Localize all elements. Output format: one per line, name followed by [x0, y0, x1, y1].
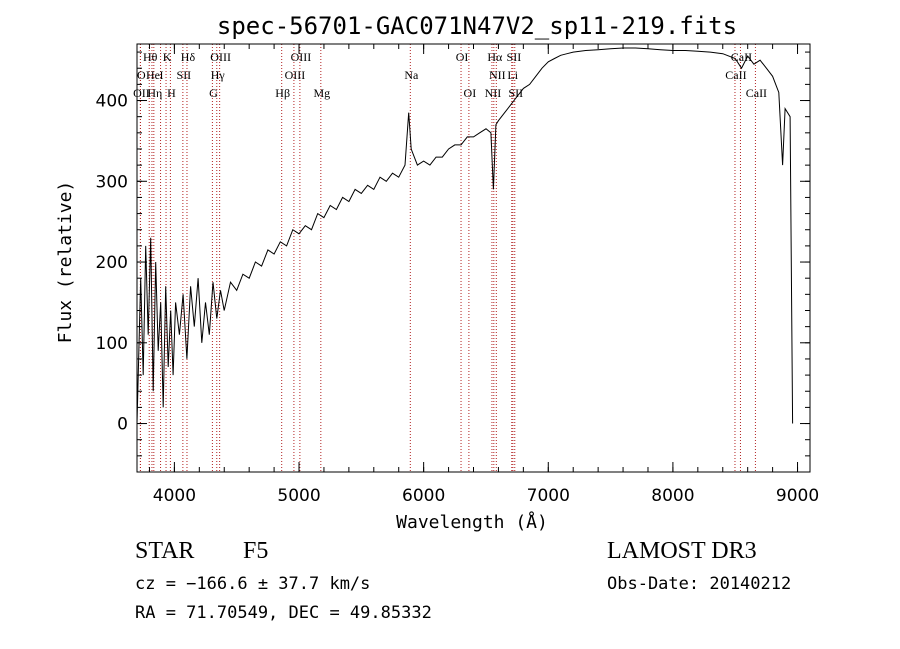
survey-name: LAMOST DR3: [607, 538, 757, 564]
line-label: O: [137, 68, 146, 82]
plot-frame: [136, 43, 811, 473]
line-label: Hη: [147, 86, 162, 100]
line-label: SII: [507, 50, 522, 64]
line-label: NII: [485, 86, 502, 100]
line-label: G: [209, 86, 218, 100]
line-label: NII: [489, 68, 506, 82]
line-label: I: [160, 68, 164, 82]
x-tick-label: 4000: [153, 486, 196, 506]
y-axis-label: Flux (relative): [55, 181, 76, 344]
line-label: CaII: [746, 86, 767, 100]
line-label: Hδ: [181, 50, 196, 64]
line-label: CaII: [725, 68, 746, 82]
line-label: He: [146, 68, 160, 82]
chart-title: spec-56701-GAC071N47V2_sp11-219.fits: [217, 12, 737, 40]
line-label: Na: [404, 68, 419, 82]
line-label: OIII: [210, 50, 231, 64]
line-label: Hβ: [275, 86, 290, 100]
line-label: Mg: [313, 86, 330, 100]
line-label: SII: [508, 86, 523, 100]
line-label: OIII: [291, 50, 312, 64]
y-tick-label: 400: [96, 92, 128, 112]
x-tick-label: 7000: [527, 486, 570, 506]
x-axis: 4000 5000 6000 7000 8000 9000: [148, 44, 819, 506]
y-tick-label: 100: [96, 334, 128, 354]
y-tick-label: 0: [117, 415, 128, 435]
sky-coordinates: RA = 71.70549, DEC = 49.85332: [135, 603, 432, 623]
y-tick-label: 200: [96, 253, 128, 273]
y-axis: 0 100 200 300 400: [96, 51, 810, 457]
object-class: STAR: [135, 538, 195, 564]
observation-date: Obs-Date: 20140212: [607, 574, 792, 594]
x-axis-label: Wavelength (Å): [396, 511, 548, 533]
redshift-velocity: cz = −166.6 ± 37.7 km/s: [135, 574, 371, 594]
line-label: Hα: [487, 50, 503, 64]
line-label: Hγ: [211, 68, 226, 82]
x-tick-label: 9000: [776, 486, 819, 506]
line-label: H: [167, 86, 176, 100]
object-subclass: F5: [243, 538, 269, 564]
x-tick-label: 6000: [402, 486, 445, 506]
x-tick-label: 5000: [277, 486, 320, 506]
line-label: OIII: [285, 68, 306, 82]
line-label: OI: [456, 50, 469, 64]
y-tick-label: 300: [96, 172, 128, 192]
line-label: K: [163, 50, 172, 64]
spectral-line-markers: [139, 44, 756, 472]
line-label: OI: [464, 86, 477, 100]
line-label: Li: [507, 68, 518, 82]
line-label: Hθ: [143, 50, 158, 64]
line-label: SII: [177, 68, 192, 82]
spectrum-series-line: [136, 47, 794, 424]
x-tick-label: 8000: [651, 486, 694, 506]
